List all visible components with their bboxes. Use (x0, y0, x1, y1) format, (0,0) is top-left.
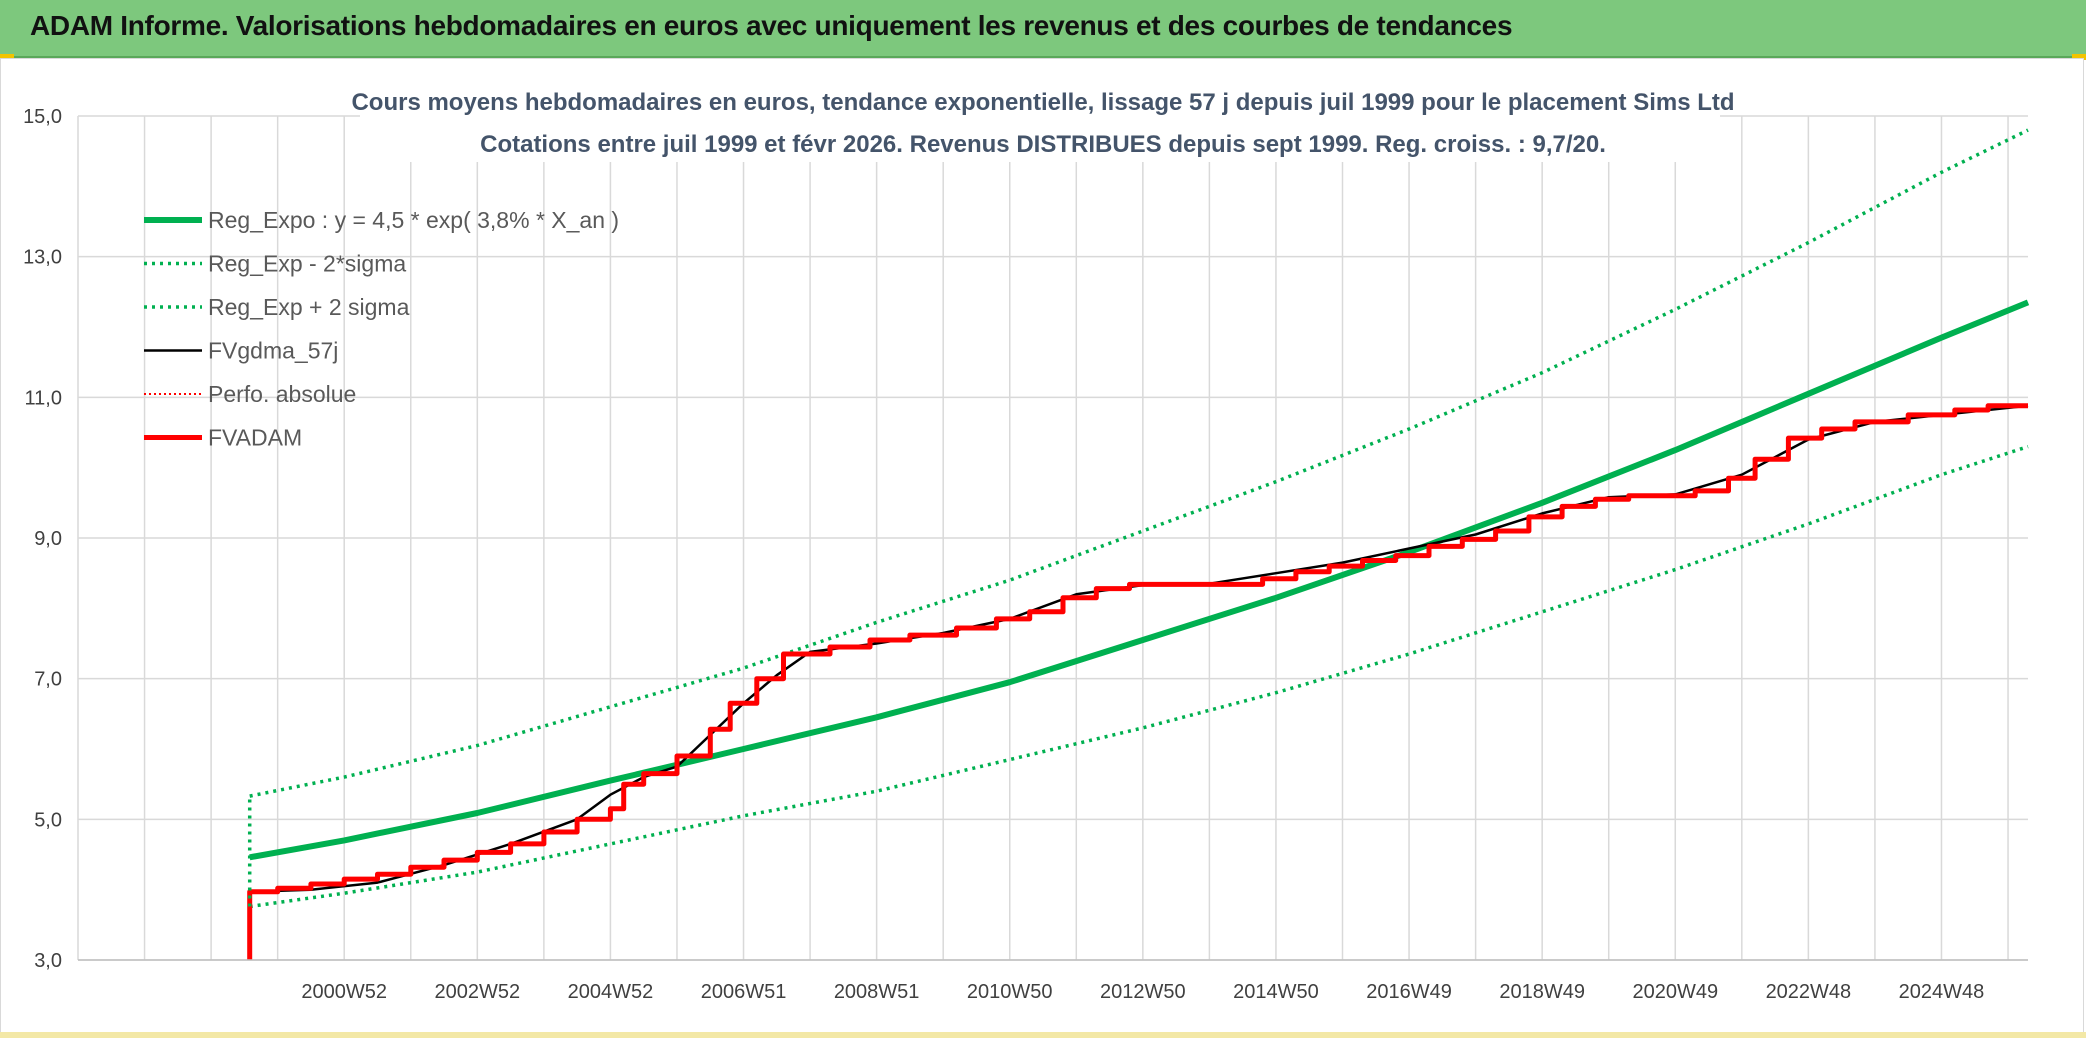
x-tick-label: 2000W52 (301, 981, 387, 1003)
x-tick-label: 2004W52 (568, 981, 654, 1003)
y-tick-label: 9,0 (34, 528, 62, 550)
legend-label: Reg_Expo : y = 4,5 * exp( 3,8% * X_an ) (208, 207, 619, 233)
legend-label: Perfo. absolue (208, 381, 356, 407)
corner-accent-right (2072, 54, 2086, 60)
reg-exp-minus-2sigma-line (249, 444, 2029, 909)
reg-exp-plus-2sigma-line (249, 128, 2029, 798)
y-tick-label: 15,0 (23, 106, 62, 128)
y-tick-label: 13,0 (23, 247, 62, 269)
x-tick-label: 2020W49 (1632, 981, 1718, 1003)
chart-frame (0, 58, 2084, 1036)
title-backdrop (360, 82, 1720, 162)
page-title: ADAM Informe. Valorisations hebdomadaire… (30, 10, 1513, 41)
x-tick-label: 2008W51 (834, 981, 920, 1003)
header-bar: ADAM Informe. Valorisations hebdomadaire… (0, 0, 2086, 58)
x-tick-label: 2002W52 (435, 981, 521, 1003)
x-tick-label: 2016W49 (1366, 981, 1452, 1003)
y-tick-label: 11,0 (25, 387, 62, 409)
x-tick-label: 2010W50 (967, 981, 1053, 1003)
chart-subtitle: Cotations entre juil 1999 et févr 2026. … (480, 131, 1606, 158)
y-tick-label: 7,0 (34, 669, 62, 691)
legend: Reg_Expo : y = 4,5 * exp( 3,8% * X_an ) R… (144, 207, 619, 451)
chart-title: Cours moyens hebdomadaires en euros, ten… (351, 89, 1734, 116)
series-layer (247, 128, 2030, 960)
legend-label: FVgdma_57j (208, 338, 338, 364)
x-tick-label: 2018W49 (1499, 981, 1585, 1003)
x-tick-label: 2024W48 (1899, 981, 1985, 1003)
x-tick-label: 2014W50 (1233, 981, 1319, 1003)
y-tick-label: 5,0 (34, 809, 62, 831)
x-tick-label: 2022W48 (1766, 981, 1852, 1003)
x-tick-label: 2012W50 (1100, 981, 1186, 1003)
legend-label: Reg_Exp - 2*sigma (208, 251, 406, 277)
legend-label: Reg_Exp + 2 sigma (208, 294, 410, 320)
reg-expo-line (249, 299, 2030, 861)
y-tick-label: 3,0 (34, 950, 62, 972)
axes: 3,0 5,0 7,0 9,0 11,0 13,0 15,0 2000W52 2002W52 20… (23, 106, 2028, 1003)
fvadam-line (247, 403, 2028, 960)
bottom-strip (0, 1032, 2086, 1038)
corner-accent-left (0, 54, 14, 60)
x-tick-label: 2006W51 (701, 981, 787, 1003)
legend-label: FVADAM (208, 425, 302, 451)
